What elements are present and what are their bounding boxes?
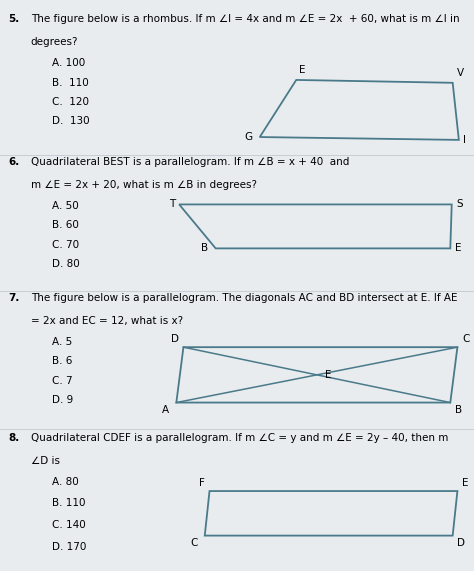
Text: D. 9: D. 9	[52, 395, 73, 405]
Text: Quadrilateral BEST is a parallelogram. If m ∠B = x + 40  and: Quadrilateral BEST is a parallelogram. I…	[31, 157, 349, 167]
Text: A: A	[162, 405, 169, 416]
Text: C: C	[462, 334, 470, 344]
Text: The figure below is a parallelogram. The diagonals AC and BD intersect at E. If : The figure below is a parallelogram. The…	[31, 293, 457, 303]
Text: B: B	[201, 243, 209, 254]
Text: E: E	[455, 243, 462, 254]
Text: 5.: 5.	[9, 14, 20, 25]
Text: E: E	[325, 370, 332, 380]
Text: C.  120: C. 120	[52, 97, 89, 107]
Text: 7.: 7.	[9, 293, 20, 303]
Text: B. 6: B. 6	[52, 356, 73, 367]
Text: E: E	[462, 478, 469, 488]
Text: D.  130: D. 130	[52, 116, 90, 127]
Text: F: F	[199, 478, 205, 488]
Text: G: G	[245, 132, 253, 142]
Text: E: E	[299, 65, 305, 75]
Text: = 2x and EC = 12, what is x?: = 2x and EC = 12, what is x?	[31, 316, 183, 326]
Text: T: T	[169, 199, 175, 210]
Text: degrees?: degrees?	[31, 37, 78, 47]
Text: S: S	[456, 199, 463, 210]
Text: ∠D is: ∠D is	[31, 456, 60, 466]
Text: Quadrilateral CDEF is a parallelogram. If m ∠C = y and m ∠E = 2y – 40, then m: Quadrilateral CDEF is a parallelogram. I…	[31, 433, 448, 443]
Text: A. 100: A. 100	[52, 58, 85, 69]
Text: C. 7: C. 7	[52, 376, 73, 386]
Text: D: D	[457, 538, 465, 549]
Text: C. 140: C. 140	[52, 520, 86, 530]
Text: C. 70: C. 70	[52, 240, 79, 250]
Text: I: I	[463, 135, 465, 145]
Text: C: C	[190, 538, 198, 549]
Text: B.  110: B. 110	[52, 78, 89, 88]
Text: D: D	[171, 334, 179, 344]
Text: B. 60: B. 60	[52, 220, 79, 231]
Text: B: B	[455, 405, 462, 416]
Text: 6.: 6.	[9, 157, 20, 167]
Text: The figure below is a rhombus. If m ∠I = 4x and m ∠E = 2x  + 60, what is m ∠I in: The figure below is a rhombus. If m ∠I =…	[31, 14, 459, 25]
Text: m ∠E = 2x + 20, what is m ∠B in degrees?: m ∠E = 2x + 20, what is m ∠B in degrees?	[31, 180, 257, 190]
Text: A. 80: A. 80	[52, 477, 79, 487]
Text: V: V	[456, 68, 464, 78]
Text: B. 110: B. 110	[52, 498, 86, 509]
Text: 8.: 8.	[9, 433, 20, 443]
Text: A. 5: A. 5	[52, 337, 73, 347]
Text: D. 170: D. 170	[52, 542, 87, 552]
Text: A. 50: A. 50	[52, 201, 79, 211]
Text: D. 80: D. 80	[52, 259, 80, 270]
